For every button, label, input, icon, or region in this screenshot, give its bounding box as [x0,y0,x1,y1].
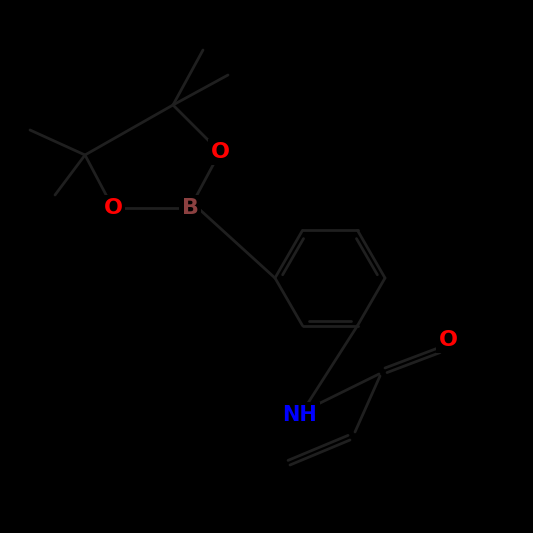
Text: O: O [439,330,457,350]
Text: O: O [211,142,230,162]
Text: NH: NH [282,405,317,425]
Text: O: O [103,198,123,218]
Text: B: B [182,198,198,218]
